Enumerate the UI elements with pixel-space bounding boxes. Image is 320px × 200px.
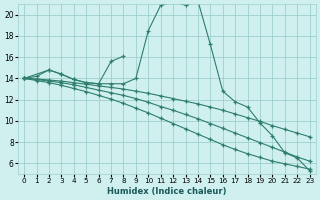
X-axis label: Humidex (Indice chaleur): Humidex (Indice chaleur) xyxy=(107,187,227,196)
